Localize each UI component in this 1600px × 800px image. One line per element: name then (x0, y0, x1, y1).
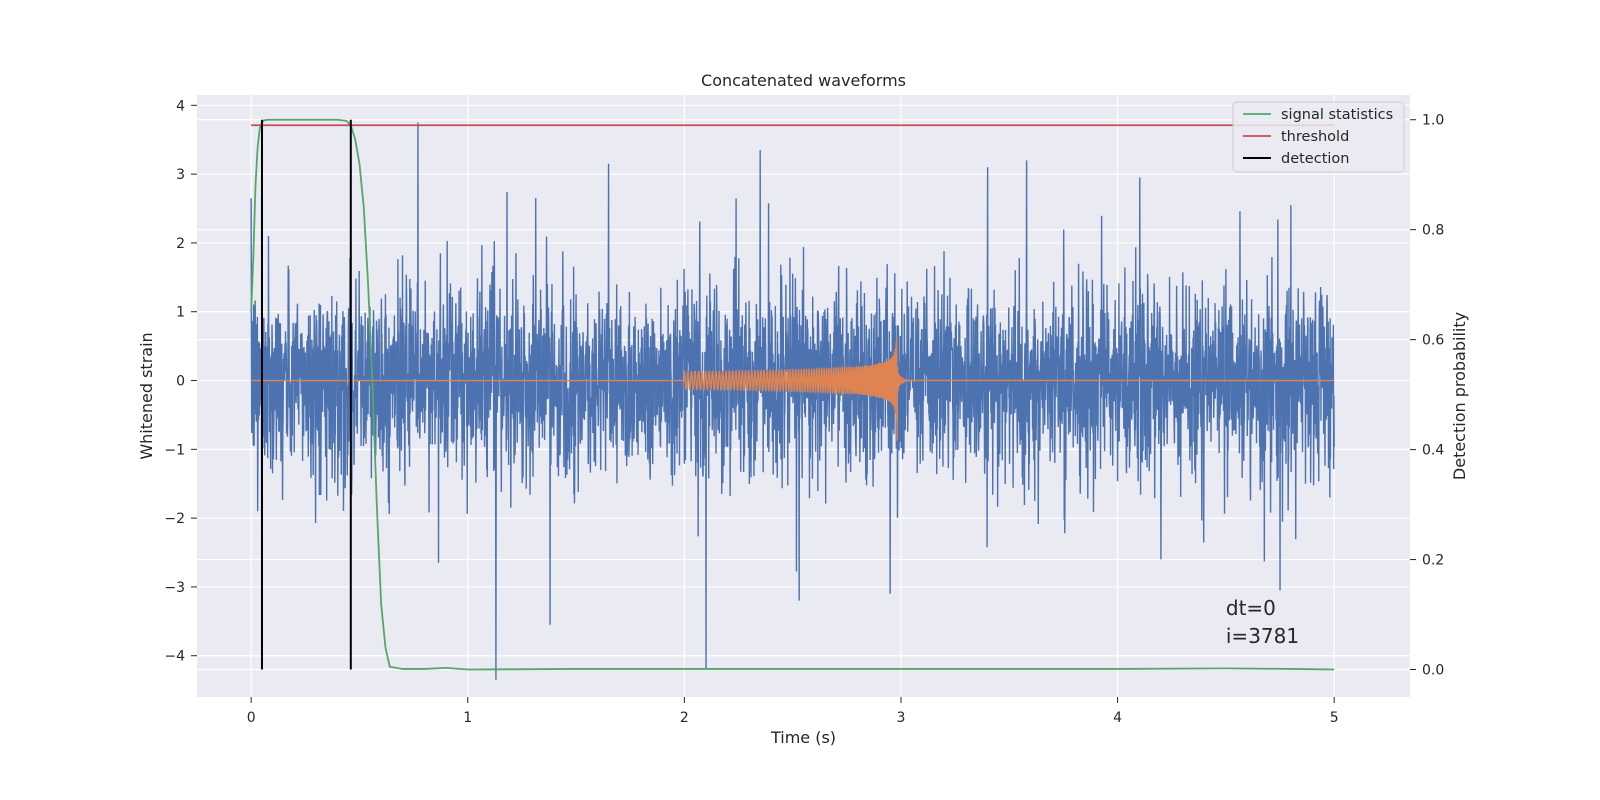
y-tick-label: 2 (176, 236, 185, 252)
signal-statistics-line (250, 118, 1335, 671)
x-tick-label: 2 (680, 710, 689, 726)
axes: 0 1 2 3 4 5 4 3 2 1 0 −1 −2 −3 −4 1.0 0.8 0.6 0.4 0.2 0.0 (164, 98, 1444, 726)
legend-label-signal-statistics: signal statistics (1281, 107, 1393, 123)
y2-tick-label: 0.0 (1422, 663, 1444, 679)
y-tick-label: −1 (164, 442, 185, 458)
y2-tick-label: 0.4 (1422, 443, 1444, 459)
annotation-dt: dt=0 (1226, 596, 1276, 620)
y-tick-label: −3 (164, 580, 185, 596)
legend-label-threshold: threshold (1281, 129, 1349, 145)
x-tick-label: 5 (1330, 710, 1339, 726)
y-tick-label: 0 (176, 374, 185, 390)
noise-strain-line (250, 122, 1335, 680)
y2-tick-label: 1.0 (1422, 113, 1444, 129)
legend-label-detection: detection (1281, 151, 1349, 167)
legend-entry-signal-statistics: signal statistics (1243, 107, 1393, 123)
x-axis-label: Time (s) (770, 728, 836, 747)
legend: signal statistics threshold detection (1232, 101, 1405, 173)
y2-tick-label: 0.2 (1422, 553, 1444, 569)
legend-entry-detection: detection (1243, 151, 1349, 167)
y-tick-label: −2 (164, 511, 185, 527)
y2-axis-label: Detection probability (1450, 312, 1469, 480)
y-tick-label: 1 (176, 305, 185, 321)
y-tick-label: 4 (176, 98, 185, 114)
chirp-waveform-line (251, 337, 1335, 442)
x-tick-label: 1 (463, 710, 472, 726)
x-tick-label: 4 (1113, 710, 1122, 726)
annotation: dt=0 i=3781 (1226, 596, 1299, 648)
y2-tick-label: 0.6 (1422, 333, 1444, 349)
plot-marks (250, 118, 1335, 680)
y-axis-label: Whitened strain (137, 332, 156, 459)
annotation-index: i=3781 (1226, 624, 1299, 648)
chart-title: Concatenated waveforms (701, 71, 906, 90)
y2-tick-label: 0.8 (1422, 223, 1444, 239)
x-tick-label: 0 (247, 710, 256, 726)
legend-box (1232, 101, 1405, 173)
x-tick-label: 3 (897, 710, 906, 726)
y-tick-label: 3 (176, 167, 185, 183)
legend-entry-threshold: threshold (1243, 129, 1349, 145)
y-tick-label: −4 (164, 649, 185, 665)
